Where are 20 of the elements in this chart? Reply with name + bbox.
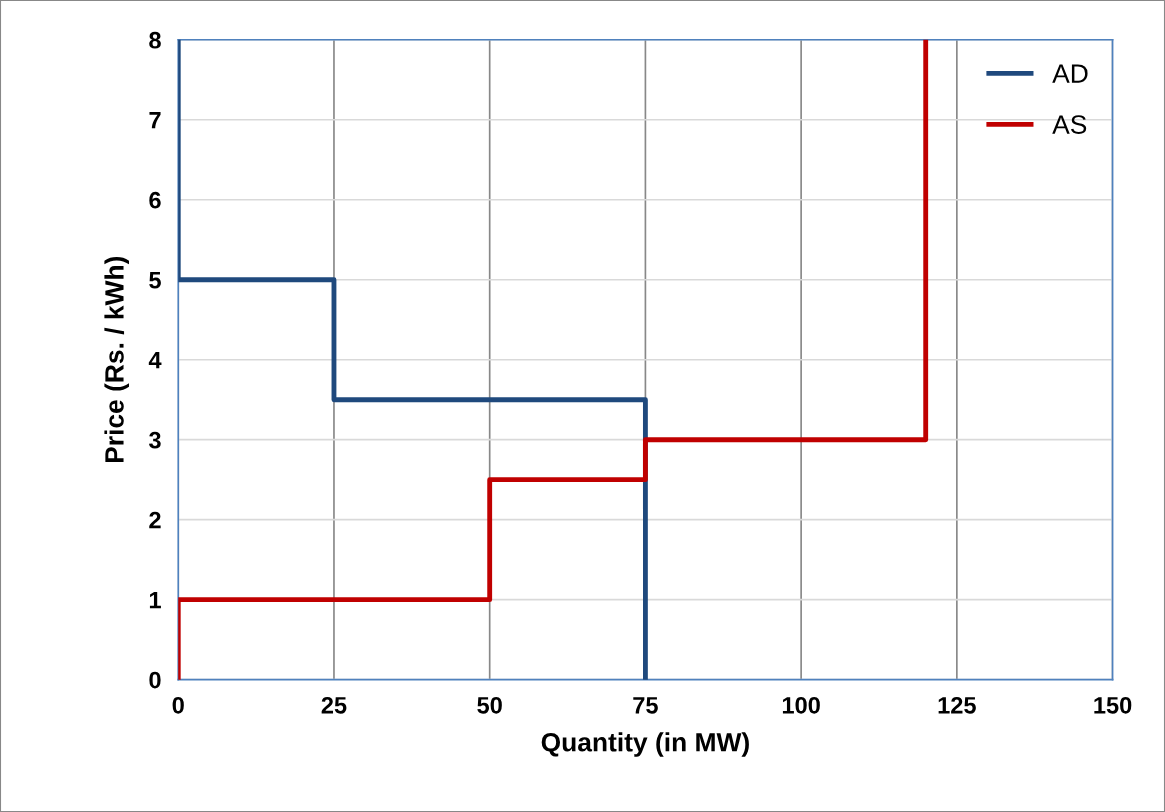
x-tick-label: 25 bbox=[321, 696, 347, 714]
y-tick-label: 6 bbox=[149, 191, 161, 209]
y-tick-label: 4 bbox=[148, 352, 162, 369]
x-tick-label: 125 bbox=[938, 696, 976, 714]
x-axis-title: Quantity (in MW) bbox=[541, 732, 749, 757]
x-tick-label: 75 bbox=[633, 697, 658, 714]
x-tick-label: 100 bbox=[782, 696, 820, 714]
legend-label: AS bbox=[1052, 115, 1087, 134]
y-tick-label: 2 bbox=[149, 511, 161, 529]
y-axis-title: Price (Rs. / kWh) bbox=[104, 256, 129, 463]
x-tick-label: 0 bbox=[172, 696, 184, 714]
x-tick-label: 150 bbox=[1094, 696, 1132, 714]
y-tick-label: 5 bbox=[149, 272, 161, 289]
x-tick-label: 50 bbox=[477, 696, 502, 714]
y-tick-label: 1 bbox=[149, 591, 161, 609]
legend-label: AD bbox=[1052, 64, 1088, 83]
y-tick-label: 3 bbox=[148, 431, 161, 449]
y-tick-label: 0 bbox=[149, 671, 161, 689]
y-tick-label: 8 bbox=[149, 31, 161, 49]
y-tick-label: 7 bbox=[149, 112, 161, 129]
